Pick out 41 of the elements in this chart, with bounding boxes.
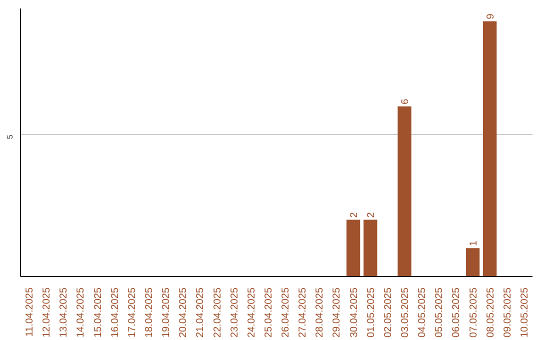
x-tick-label: 15.04.2025 bbox=[92, 287, 104, 338]
x-tick-label: 13.04.2025 bbox=[58, 287, 70, 338]
bar bbox=[483, 21, 497, 276]
x-tick-label: 26.04.2025 bbox=[280, 287, 292, 338]
data-label: 1 bbox=[468, 240, 480, 246]
data-label: 6 bbox=[400, 98, 411, 104]
x-tick-label: 30.04.2025 bbox=[348, 287, 360, 338]
x-tick-label: 11.04.2025 bbox=[24, 287, 36, 337]
x-tick-label: 01.05.2025 bbox=[366, 287, 377, 338]
x-tick-label: 08.05.2025 bbox=[485, 287, 496, 338]
data-label: 9 bbox=[485, 13, 496, 20]
bar bbox=[364, 220, 378, 276]
x-tick-label: 04.05.2025 bbox=[417, 287, 428, 338]
y-tick-label: 5 bbox=[6, 134, 14, 140]
x-tick-label: 24.04.2025 bbox=[246, 287, 258, 338]
data-label: 2 bbox=[366, 212, 377, 218]
x-tick-label: 21.04.2025 bbox=[195, 287, 206, 338]
x-tick-label: 09.05.2025 bbox=[502, 287, 514, 338]
x-tick-label: 23.04.2025 bbox=[229, 287, 240, 338]
x-tick-label: 28.04.2025 bbox=[314, 287, 326, 338]
x-tick-label: 22.04.2025 bbox=[212, 287, 224, 338]
x-tick-label: 20.04.2025 bbox=[178, 287, 190, 338]
x-tick-label: 16.04.2025 bbox=[110, 287, 121, 338]
bar bbox=[466, 248, 480, 276]
x-tick-label: 19.04.2025 bbox=[161, 287, 172, 338]
x-tick-label: 29.04.2025 bbox=[332, 287, 343, 338]
x-tick-label: 12.04.2025 bbox=[42, 287, 53, 338]
bar bbox=[398, 106, 412, 276]
x-tick-label: 27.04.2025 bbox=[298, 287, 309, 338]
x-tick-label: 06.05.2025 bbox=[451, 287, 462, 338]
x-tick-label: 25.04.2025 bbox=[263, 287, 274, 338]
x-tick-label: 02.05.2025 bbox=[382, 287, 394, 338]
x-tick-label: 03.05.2025 bbox=[400, 287, 411, 338]
x-tick-label: 17.04.2025 bbox=[126, 287, 138, 338]
x-tick-label: 05.05.2025 bbox=[434, 287, 446, 338]
x-tick-label: 07.05.2025 bbox=[468, 287, 480, 338]
x-tick-label: 14.04.2025 bbox=[76, 287, 87, 338]
data-label: 2 bbox=[348, 212, 360, 218]
bar bbox=[346, 220, 360, 276]
x-tick-label: 18.04.2025 bbox=[144, 287, 155, 338]
x-tick-label: 10.05.2025 bbox=[519, 287, 530, 338]
